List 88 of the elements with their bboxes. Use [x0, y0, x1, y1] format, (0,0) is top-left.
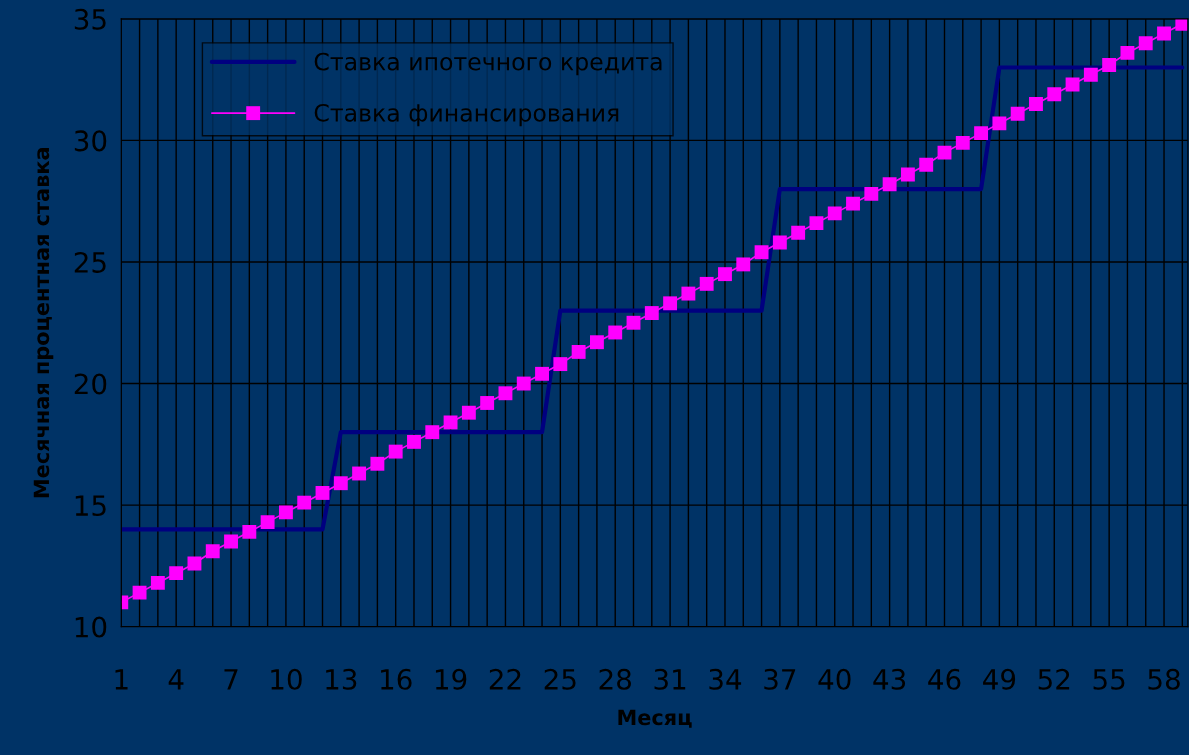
point — [370, 456, 385, 471]
point — [516, 376, 531, 391]
x-tick-label: 28 — [599, 668, 631, 690]
y-tick-label: 35 — [74, 8, 106, 30]
point — [1047, 87, 1062, 102]
legend-label: Ставка ипотечного кредита — [314, 52, 662, 76]
x-tick-label: 58 — [1148, 668, 1180, 690]
y-tick-label: 30 — [74, 130, 107, 152]
point — [388, 444, 403, 459]
point — [699, 276, 714, 291]
point — [626, 315, 641, 330]
point — [242, 524, 257, 539]
y-axis-title: Месячная процентная ставка — [33, 148, 54, 498]
point — [1157, 26, 1171, 41]
x-tick-label: 55 — [1093, 669, 1125, 690]
point — [352, 466, 367, 481]
x-tick-label: 49 — [983, 668, 1016, 690]
x-tick-label: 1 — [115, 669, 128, 690]
point — [772, 235, 787, 250]
x-tick-label: 10 — [271, 668, 302, 690]
point — [1102, 58, 1117, 73]
x-axis-title: Месяц — [618, 709, 692, 728]
x-tick-label: 37 — [764, 668, 796, 690]
point — [608, 325, 623, 340]
point — [1029, 97, 1043, 111]
point — [882, 177, 897, 192]
point — [260, 515, 275, 530]
point — [791, 225, 806, 240]
point — [169, 566, 184, 581]
point — [1175, 18, 1188, 31]
x-tick-label: 22 — [489, 668, 521, 690]
point — [937, 145, 952, 160]
point — [644, 306, 659, 320]
point — [736, 257, 751, 272]
point — [718, 267, 732, 282]
point — [407, 434, 421, 449]
x-tick-label: 25 — [544, 668, 576, 690]
y-tick-label: 15 — [75, 495, 106, 517]
y-tick-label: 20 — [74, 373, 107, 395]
point — [187, 556, 202, 571]
point — [663, 296, 678, 311]
point — [1120, 45, 1135, 60]
point — [461, 405, 476, 420]
point — [333, 476, 348, 491]
point — [443, 415, 458, 430]
point — [150, 575, 165, 590]
point — [224, 534, 238, 549]
point — [809, 216, 824, 231]
point — [955, 135, 970, 150]
point — [535, 366, 549, 381]
x-tick-label: 19 — [435, 668, 467, 690]
point — [846, 196, 860, 211]
point — [900, 167, 915, 182]
point — [974, 126, 989, 141]
point — [1010, 106, 1025, 121]
point — [315, 485, 330, 500]
point — [864, 186, 879, 201]
point — [992, 116, 1007, 131]
x-tick-label: 40 — [818, 668, 851, 690]
x-tick-label: 7 — [224, 669, 238, 690]
point — [205, 544, 220, 559]
y-tick-label: 25 — [74, 251, 106, 273]
point — [132, 585, 147, 600]
point — [827, 206, 842, 221]
x-tick-label: 13 — [326, 668, 357, 690]
point — [425, 425, 440, 440]
x-tick-label: 4 — [168, 669, 184, 690]
x-tick-label: 52 — [1038, 668, 1070, 690]
point — [681, 286, 696, 301]
point — [297, 495, 312, 510]
point — [1138, 36, 1153, 51]
point — [919, 157, 934, 172]
x-tick-label: 34 — [709, 668, 742, 690]
point — [754, 245, 769, 260]
y-tick-label: 10 — [75, 616, 107, 638]
point — [1065, 77, 1080, 92]
point — [553, 357, 568, 372]
point — [480, 396, 495, 410]
point — [1083, 67, 1098, 82]
x-tick-label: 46 — [928, 668, 961, 690]
legend-label: Ставка финансирования — [314, 103, 619, 127]
x-tick-label: 43 — [873, 668, 906, 690]
x-tick-label: 31 — [654, 668, 686, 690]
point — [498, 386, 513, 401]
x-tick-label: 16 — [381, 668, 412, 690]
point — [589, 335, 604, 350]
point — [571, 344, 586, 359]
point — [278, 505, 293, 520]
